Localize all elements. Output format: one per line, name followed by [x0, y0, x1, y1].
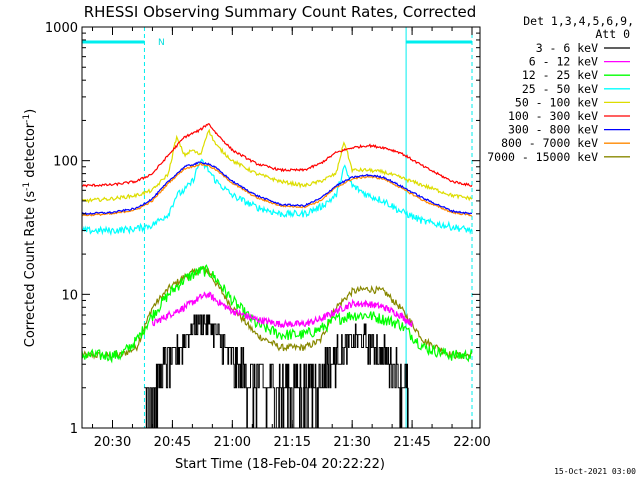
- legend-label: 800 - 7000 keV: [501, 136, 598, 150]
- y-tick-label: 1000: [45, 21, 78, 36]
- series-line-100-300-kev: [82, 123, 473, 188]
- legend-label: 300 - 800 keV: [508, 123, 598, 137]
- legend-label: 100 - 300 keV: [508, 109, 598, 123]
- series-line-7000-15000-kev: [82, 265, 473, 361]
- series-line-6-12-kev: [151, 291, 413, 329]
- x-axis-label: Start Time (18-Feb-04 20:22:22): [175, 457, 385, 472]
- series-line-800-7000-kev: [82, 162, 473, 217]
- x-tick-label: 21:45: [393, 435, 430, 450]
- footer-date: 15-Oct-2021 03:00: [554, 467, 636, 476]
- series-layer: [82, 123, 473, 428]
- legend-label: 12 - 25 keV: [522, 68, 598, 82]
- plot-frame: [81, 26, 481, 429]
- legend-label: 3 - 6 keV: [536, 41, 598, 55]
- y-tick-label: 10: [61, 288, 78, 303]
- y-axis-label: Corrected Count Rate (s-1 detector-1): [22, 109, 38, 347]
- legend-title-1: Det 1,3,4,5,6,9,: [523, 14, 634, 28]
- legend-label: 6 - 12 keV: [529, 55, 598, 69]
- legend-title-2: Att 0: [595, 27, 630, 41]
- y-tick-label: 1: [70, 422, 78, 437]
- legend-label: 25 - 50 keV: [522, 82, 598, 96]
- series-line-25-50-kev: [82, 158, 473, 237]
- legend-label: 50 - 100 keV: [515, 95, 598, 109]
- y-axis: 1 10 100 1000: [45, 21, 480, 437]
- x-axis: 20:30 20:45 21:00 21:15 21:30 21:45 22:00: [92, 27, 491, 450]
- legend-label: 7000 - 15000 keV: [487, 150, 598, 164]
- y-tick-label: 100: [53, 155, 78, 170]
- x-tick-label: 22:00: [453, 435, 490, 450]
- x-tick-label: 21:15: [274, 435, 311, 450]
- series-line-50-100-kev: [82, 128, 473, 204]
- series-line-3-6-kev: [144, 314, 409, 428]
- night-intervals: [82, 27, 473, 428]
- x-tick-label: 20:45: [154, 435, 191, 450]
- series-line-12-25-kev: [82, 264, 473, 364]
- night-annotation: N: [158, 38, 165, 48]
- x-tick-label: 21:00: [214, 435, 251, 450]
- x-tick-label: 21:30: [333, 435, 370, 450]
- x-tick-label: 20:30: [94, 435, 131, 450]
- series-line-300-800-kev: [82, 161, 473, 216]
- chart-title: RHESSI Observing Summary Count Rates, Co…: [84, 3, 477, 21]
